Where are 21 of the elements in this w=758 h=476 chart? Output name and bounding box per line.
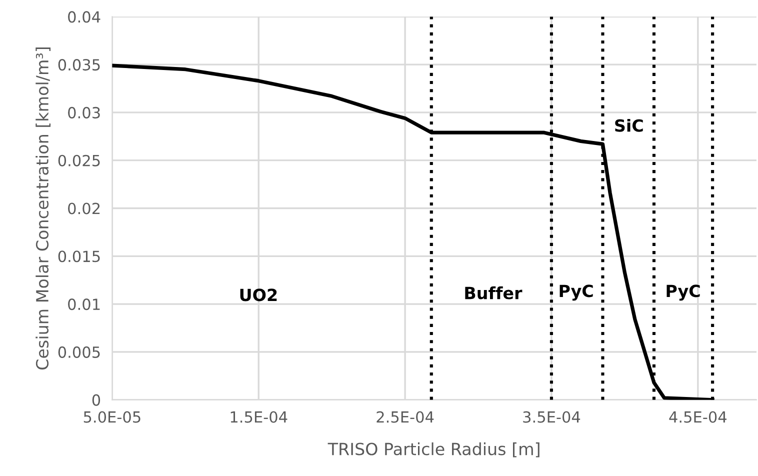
x-tick-label: 4.5E-04 bbox=[669, 411, 727, 423]
y-tick-label: 0.01 bbox=[68, 298, 100, 310]
y-tick-label: 0.03 bbox=[68, 106, 100, 118]
y-tick-label: 0.02 bbox=[68, 202, 100, 214]
y-axis-title: Cesium Molar Concentration [kmol/m³] bbox=[36, 48, 51, 370]
y-tick-label: 0.015 bbox=[58, 250, 100, 262]
x-axis-title: TRISO Particle Radius [m] bbox=[328, 442, 540, 458]
y-tick-label: 0.04 bbox=[68, 11, 100, 23]
y-tick-label: 0 bbox=[92, 394, 100, 406]
annotation: PyC bbox=[560, 284, 593, 301]
x-tick-label: 5.0E-05 bbox=[84, 411, 140, 423]
y-tick-label: 0.005 bbox=[58, 346, 100, 358]
x-tick-label: 2.5E-04 bbox=[376, 411, 434, 423]
x-tick-label: 3.5E-04 bbox=[523, 411, 580, 423]
annotation: Buffer bbox=[465, 286, 522, 300]
x-tick-label: 1.5E-04 bbox=[230, 411, 288, 423]
annotation: PyC bbox=[666, 284, 700, 301]
annotation: UO2 bbox=[240, 288, 277, 302]
y-tick-label: 0.025 bbox=[58, 154, 100, 166]
y-tick-label: 0.035 bbox=[58, 59, 100, 71]
annotation: SiC bbox=[615, 118, 643, 132]
